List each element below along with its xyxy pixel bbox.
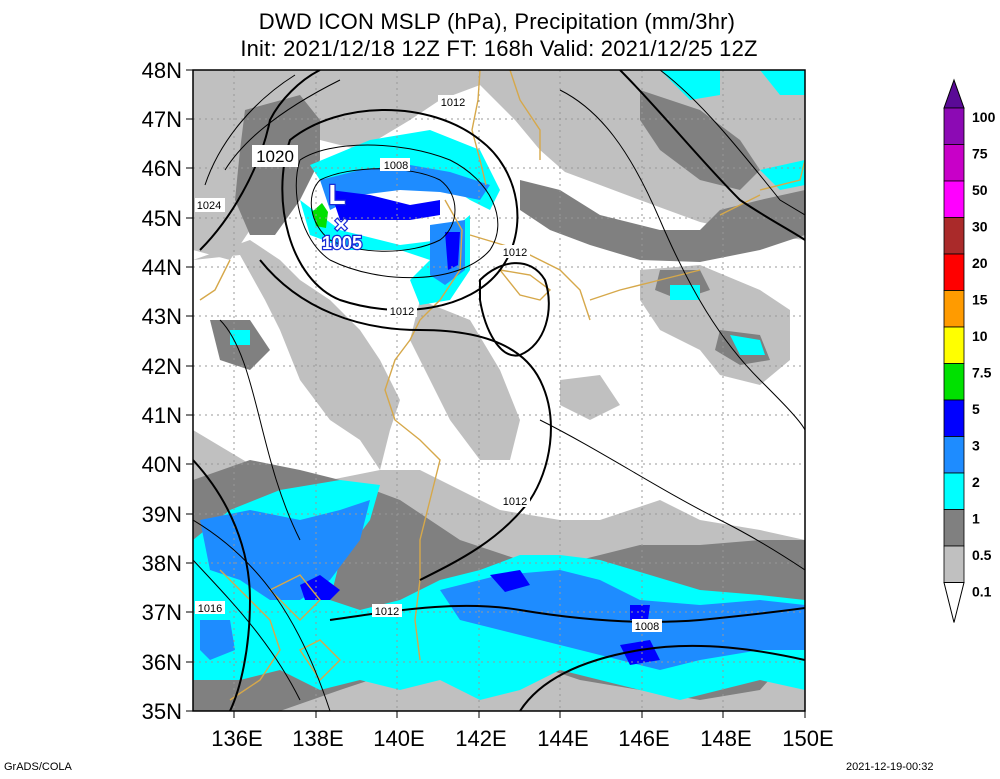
lat-label: 42N	[142, 354, 182, 379]
chart-title: DWD ICON MSLP (hPa), Precipitation (mm/3…	[258, 9, 736, 34]
colorbar-swatch	[943, 326, 965, 364]
lat-labels: 48N 47N 46N 45N 44N 43N 42N 41N 40N 39N …	[142, 58, 182, 724]
colorbar-swatch	[943, 399, 965, 437]
isobars-thick	[193, 70, 805, 711]
lat-label: 38N	[142, 551, 182, 576]
lat-label: 35N	[142, 699, 182, 724]
colorbar-label: 7.5	[972, 365, 992, 381]
colorbar-label: 100	[972, 109, 996, 125]
low-symbol: L	[328, 179, 345, 210]
colorbar-label: 0.1	[972, 584, 992, 600]
footer-credit: GrADS/COLA	[4, 761, 72, 773]
lat-label: 45N	[142, 206, 182, 231]
colorbar-swatch	[943, 290, 965, 328]
lon-label: 136E	[211, 726, 262, 751]
colorbar-label: 15	[972, 292, 988, 308]
colorbar-swatch	[943, 472, 965, 510]
isobar-label: 1012	[503, 247, 527, 259]
lat-label: 40N	[142, 452, 182, 477]
lon-label: 150E	[782, 726, 833, 751]
colorbar-label: 20	[972, 255, 988, 271]
colorbar-bottom-arrow	[943, 582, 965, 623]
lon-label: 144E	[537, 726, 588, 751]
isobar-label: 1008	[635, 621, 659, 633]
colorbar-label: 75	[972, 146, 988, 162]
isobar-label: 1008	[384, 160, 408, 172]
colorbar-swatch	[943, 144, 965, 182]
colorbar-label: 1	[972, 511, 980, 527]
lon-label: 142E	[455, 726, 506, 751]
colorbar-label: 0.5	[972, 547, 992, 563]
lon-label: 146E	[618, 726, 669, 751]
lat-label: 48N	[142, 58, 182, 83]
colorbar-swatch	[943, 363, 965, 401]
lat-label: 36N	[142, 650, 182, 675]
map-plot-area: 1020 1024 1012 1008 1012 1012 1012 1016 …	[193, 70, 805, 711]
isobar-label: 1012	[375, 606, 399, 618]
colorbar-label: 10	[972, 328, 988, 344]
colorbar-label: 2	[972, 474, 980, 490]
isobar-label: 1024	[197, 200, 221, 212]
low-pressure-center: L × 1005	[321, 178, 364, 255]
colorbar-swatch	[943, 436, 965, 474]
lat-label: 47N	[142, 107, 182, 132]
isobar-labels: 1020 1024 1012 1008 1012 1012 1012 1016 …	[195, 95, 662, 633]
chart-subtitle: Init: 2021/12/18 12Z FT: 168h Valid: 202…	[240, 36, 758, 61]
colorbar-swatch	[943, 217, 965, 255]
precip-deep-blue	[300, 190, 660, 665]
colorbar-label: 50	[972, 182, 988, 198]
colorbar: 100 75 50 30 20 15 10 7.5 5 3 2 1 0.5 0.1	[943, 78, 996, 623]
lon-label: 148E	[700, 726, 751, 751]
low-pressure-value: 1005	[322, 233, 362, 253]
colorbar-top-arrow	[943, 78, 965, 109]
low-cross-icon: ×	[335, 212, 348, 237]
map-frame	[192, 69, 806, 712]
isobar-label: 1012	[390, 306, 414, 318]
colorbar-swatch	[943, 545, 965, 583]
lat-label: 39N	[142, 502, 182, 527]
lat-label: 37N	[142, 600, 182, 625]
colorbar-swatch	[943, 180, 965, 218]
lat-label: 41N	[142, 403, 182, 428]
colorbar-swatch	[943, 253, 965, 291]
isobar-label: 1012	[503, 496, 527, 508]
colorbar-swatch	[943, 509, 965, 547]
lon-label: 138E	[292, 726, 343, 751]
isobar-label: 1020	[256, 147, 294, 166]
colorbar-swatch	[943, 107, 965, 145]
lon-label: 140E	[373, 726, 424, 751]
footer-timestamp: 2021-12-19-00:32	[846, 761, 934, 773]
lat-label: 44N	[142, 255, 182, 280]
colorbar-label: 3	[972, 438, 980, 454]
colorbar-label: 30	[972, 219, 988, 235]
isobar-label: 1016	[198, 603, 222, 615]
isobar-label: 1012	[441, 97, 465, 109]
colorbar-label: 5	[972, 401, 980, 417]
axis-ticks	[186, 69, 806, 718]
lat-label: 43N	[142, 304, 182, 329]
lat-label: 46N	[142, 156, 182, 181]
lon-labels: 136E 138E 140E 142E 144E 146E 148E 150E	[211, 726, 833, 751]
